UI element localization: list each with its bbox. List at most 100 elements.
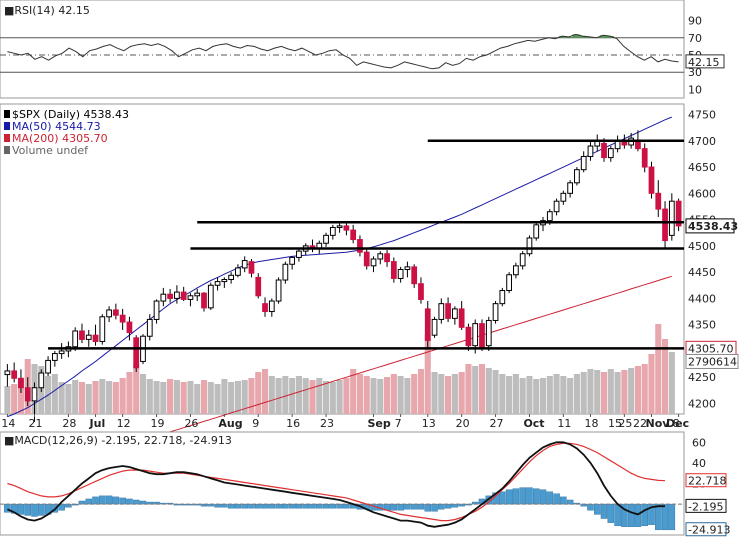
x-tick-label: 27: [490, 417, 504, 430]
candle-body: [607, 148, 614, 159]
x-tick-label: Sep: [368, 417, 391, 430]
candle-body: [553, 200, 560, 213]
x-tick-label: 15: [608, 417, 622, 430]
macd-histogram-bar: [566, 499, 574, 505]
price-tick: 4350: [688, 319, 716, 332]
candle-body: [4, 370, 11, 376]
volume-bar: [431, 372, 438, 414]
candle-body: [668, 200, 675, 236]
price-tick: 4700: [688, 135, 716, 148]
macd-histogram-bar: [451, 503, 459, 508]
macd-histogram-bar: [431, 503, 438, 512]
macd-value-box: [685, 473, 727, 488]
x-tick-label: 11: [557, 417, 571, 430]
candle-body: [519, 253, 526, 267]
volume-bar: [85, 384, 92, 414]
x-tick-label: 13: [422, 417, 436, 430]
volume-bar: [4, 386, 11, 414]
candle-body: [526, 237, 533, 255]
volume-bar: [573, 374, 580, 414]
macd-histogram-bar: [390, 503, 398, 511]
macd-histogram-bar: [343, 503, 350, 509]
price-tick: 4750: [688, 109, 716, 122]
candle-body: [546, 211, 553, 222]
volume-bar: [587, 369, 594, 414]
volume-value-box: [685, 353, 739, 369]
candle-body: [574, 169, 580, 184]
candle-body: [323, 234, 329, 244]
candle-body: [438, 303, 445, 320]
candle-body: [174, 291, 180, 299]
x-tick-label: 21: [29, 417, 43, 430]
volume-bar: [661, 339, 669, 414]
candle-body: [58, 350, 65, 355]
candle-body: [465, 326, 472, 347]
macd-histogram-bar: [193, 503, 201, 506]
macd-histogram-bar: [607, 503, 615, 523]
candle-body: [384, 253, 390, 263]
volume-bar: [72, 380, 79, 414]
x-tick-label: Jul: [89, 417, 106, 430]
price-tick: 4200: [688, 397, 716, 410]
volume-bar: [465, 364, 472, 414]
volume-bar: [289, 378, 296, 414]
macd-histogram-bar: [275, 503, 282, 509]
volume-bar: [316, 378, 323, 414]
volume-bar: [397, 376, 404, 414]
volume-bar: [553, 374, 560, 414]
candle-body: [472, 323, 479, 347]
volume-bar: [607, 369, 614, 414]
candle-body: [296, 250, 302, 258]
volume-bar: [261, 369, 269, 414]
volume-bar: [329, 382, 336, 414]
candle-body: [343, 225, 350, 231]
volume-bar: [417, 369, 425, 414]
macd-histogram-bar: [17, 503, 25, 515]
volume-bar: [560, 376, 567, 414]
volume-bar: [655, 324, 662, 414]
macd-line: [7, 441, 665, 528]
candle-body: [187, 295, 194, 300]
candle-body: [363, 251, 370, 267]
price-panel: 4750470046504600455045004450440043504300…: [0, 103, 739, 483]
macd-histogram-bar: [85, 498, 93, 505]
candle-body: [133, 337, 140, 369]
volume-bar: [411, 374, 418, 414]
volume-bar: [648, 354, 655, 414]
macd-histogram-bar: [248, 503, 255, 509]
volume-bar: [472, 366, 479, 414]
rsi-line: [7, 33, 679, 70]
macd-histogram-bar: [668, 503, 676, 531]
candle-body: [479, 323, 485, 349]
rsi-value-label: 42.15: [688, 56, 720, 69]
macd-histogram-bar: [587, 503, 594, 511]
volume-bar: [119, 378, 126, 414]
price-tick: 4450: [688, 266, 716, 279]
candle-body: [167, 293, 173, 299]
macd-histogram-bar: [309, 503, 316, 509]
volume-bar: [248, 378, 255, 414]
volume-bar: [350, 369, 357, 414]
volume-bar: [302, 378, 309, 414]
volume-bar: [112, 382, 119, 414]
macd-histogram-bar: [600, 503, 608, 519]
candle-body: [38, 372, 45, 389]
rsi-panel: ■RSI(14) 42.15907050301042.15: [0, 0, 725, 99]
x-tick-label: 20: [456, 417, 470, 430]
legend-item: $SPX (Daily) 4538.43: [12, 108, 129, 121]
candle-body: [241, 260, 248, 269]
macd-histogram-bar: [560, 496, 567, 505]
rsi-tick: 10: [688, 83, 702, 96]
macd-histogram-bar: [627, 503, 635, 527]
volume-bar: [458, 372, 465, 414]
macd-histogram-bar: [322, 503, 330, 509]
volume-bar: [173, 380, 180, 414]
x-axis: 14 21 28 Jul 12 19 26 Aug 9 16 23 Sep 7 13 20 27 Oct 11 18…: [1, 414, 689, 430]
macd-value-label: -24.913: [688, 524, 730, 537]
rsi-overbought-fill: [558, 36, 567, 38]
macd-histogram-bar: [410, 503, 418, 510]
volume-bar: [539, 378, 547, 414]
candle-body: [79, 330, 85, 340]
candle-body: [336, 225, 343, 228]
